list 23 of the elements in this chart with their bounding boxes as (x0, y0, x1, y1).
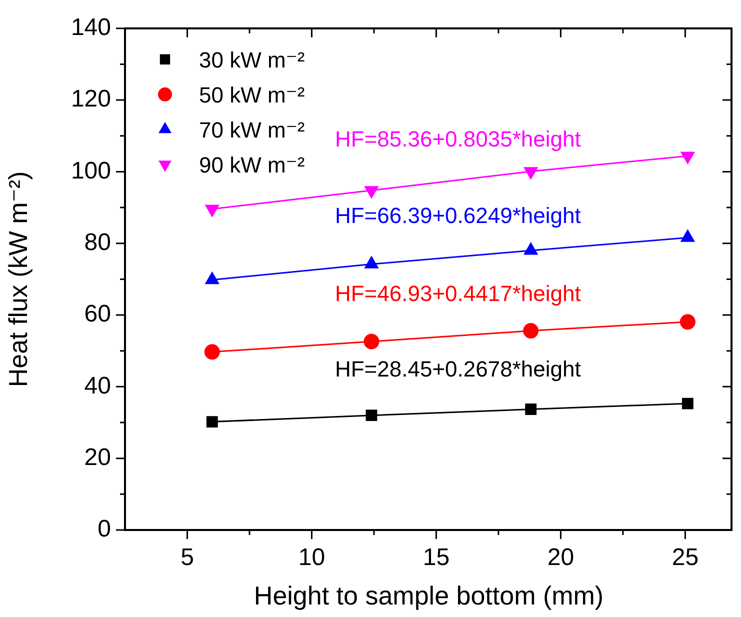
annotation: HF=66.39+0.6249*height (334, 202, 581, 228)
annotation: HF=46.93+0.4417*height (334, 280, 581, 306)
y-tick-label: 140 (70, 14, 111, 42)
annotation: HF=85.36+0.8035*height (334, 126, 581, 152)
y-tick-label: 120 (70, 86, 111, 113)
x-tick-label: 20 (547, 544, 574, 572)
y-tick-label: 60 (84, 300, 111, 328)
x-axis-title: Height to sample bottom (mm) (254, 580, 604, 611)
y-tick-label: 20 (84, 444, 111, 471)
y-tick-label: 0 (98, 516, 111, 543)
x-tick-label: 5 (180, 544, 194, 572)
y-tick-label: 40 (84, 372, 111, 400)
y-tick-label: 100 (70, 157, 111, 184)
legend-label: 30 kW m⁻² (199, 47, 305, 72)
y-tick-label: 80 (84, 228, 111, 256)
legend-label: 50 kW m⁻² (199, 82, 305, 108)
annotation: HF=28.45+0.2678*height (334, 356, 581, 382)
x-tick-label: 10 (298, 544, 326, 572)
x-tick-label: 25 (672, 544, 699, 572)
legend-label: 90 kW m⁻² (199, 152, 305, 178)
x-tick-label: 15 (422, 544, 450, 572)
legend-label: 70 kW m⁻² (199, 117, 305, 142)
y-axis-title: Heat flux (kW m⁻²) (2, 171, 33, 388)
